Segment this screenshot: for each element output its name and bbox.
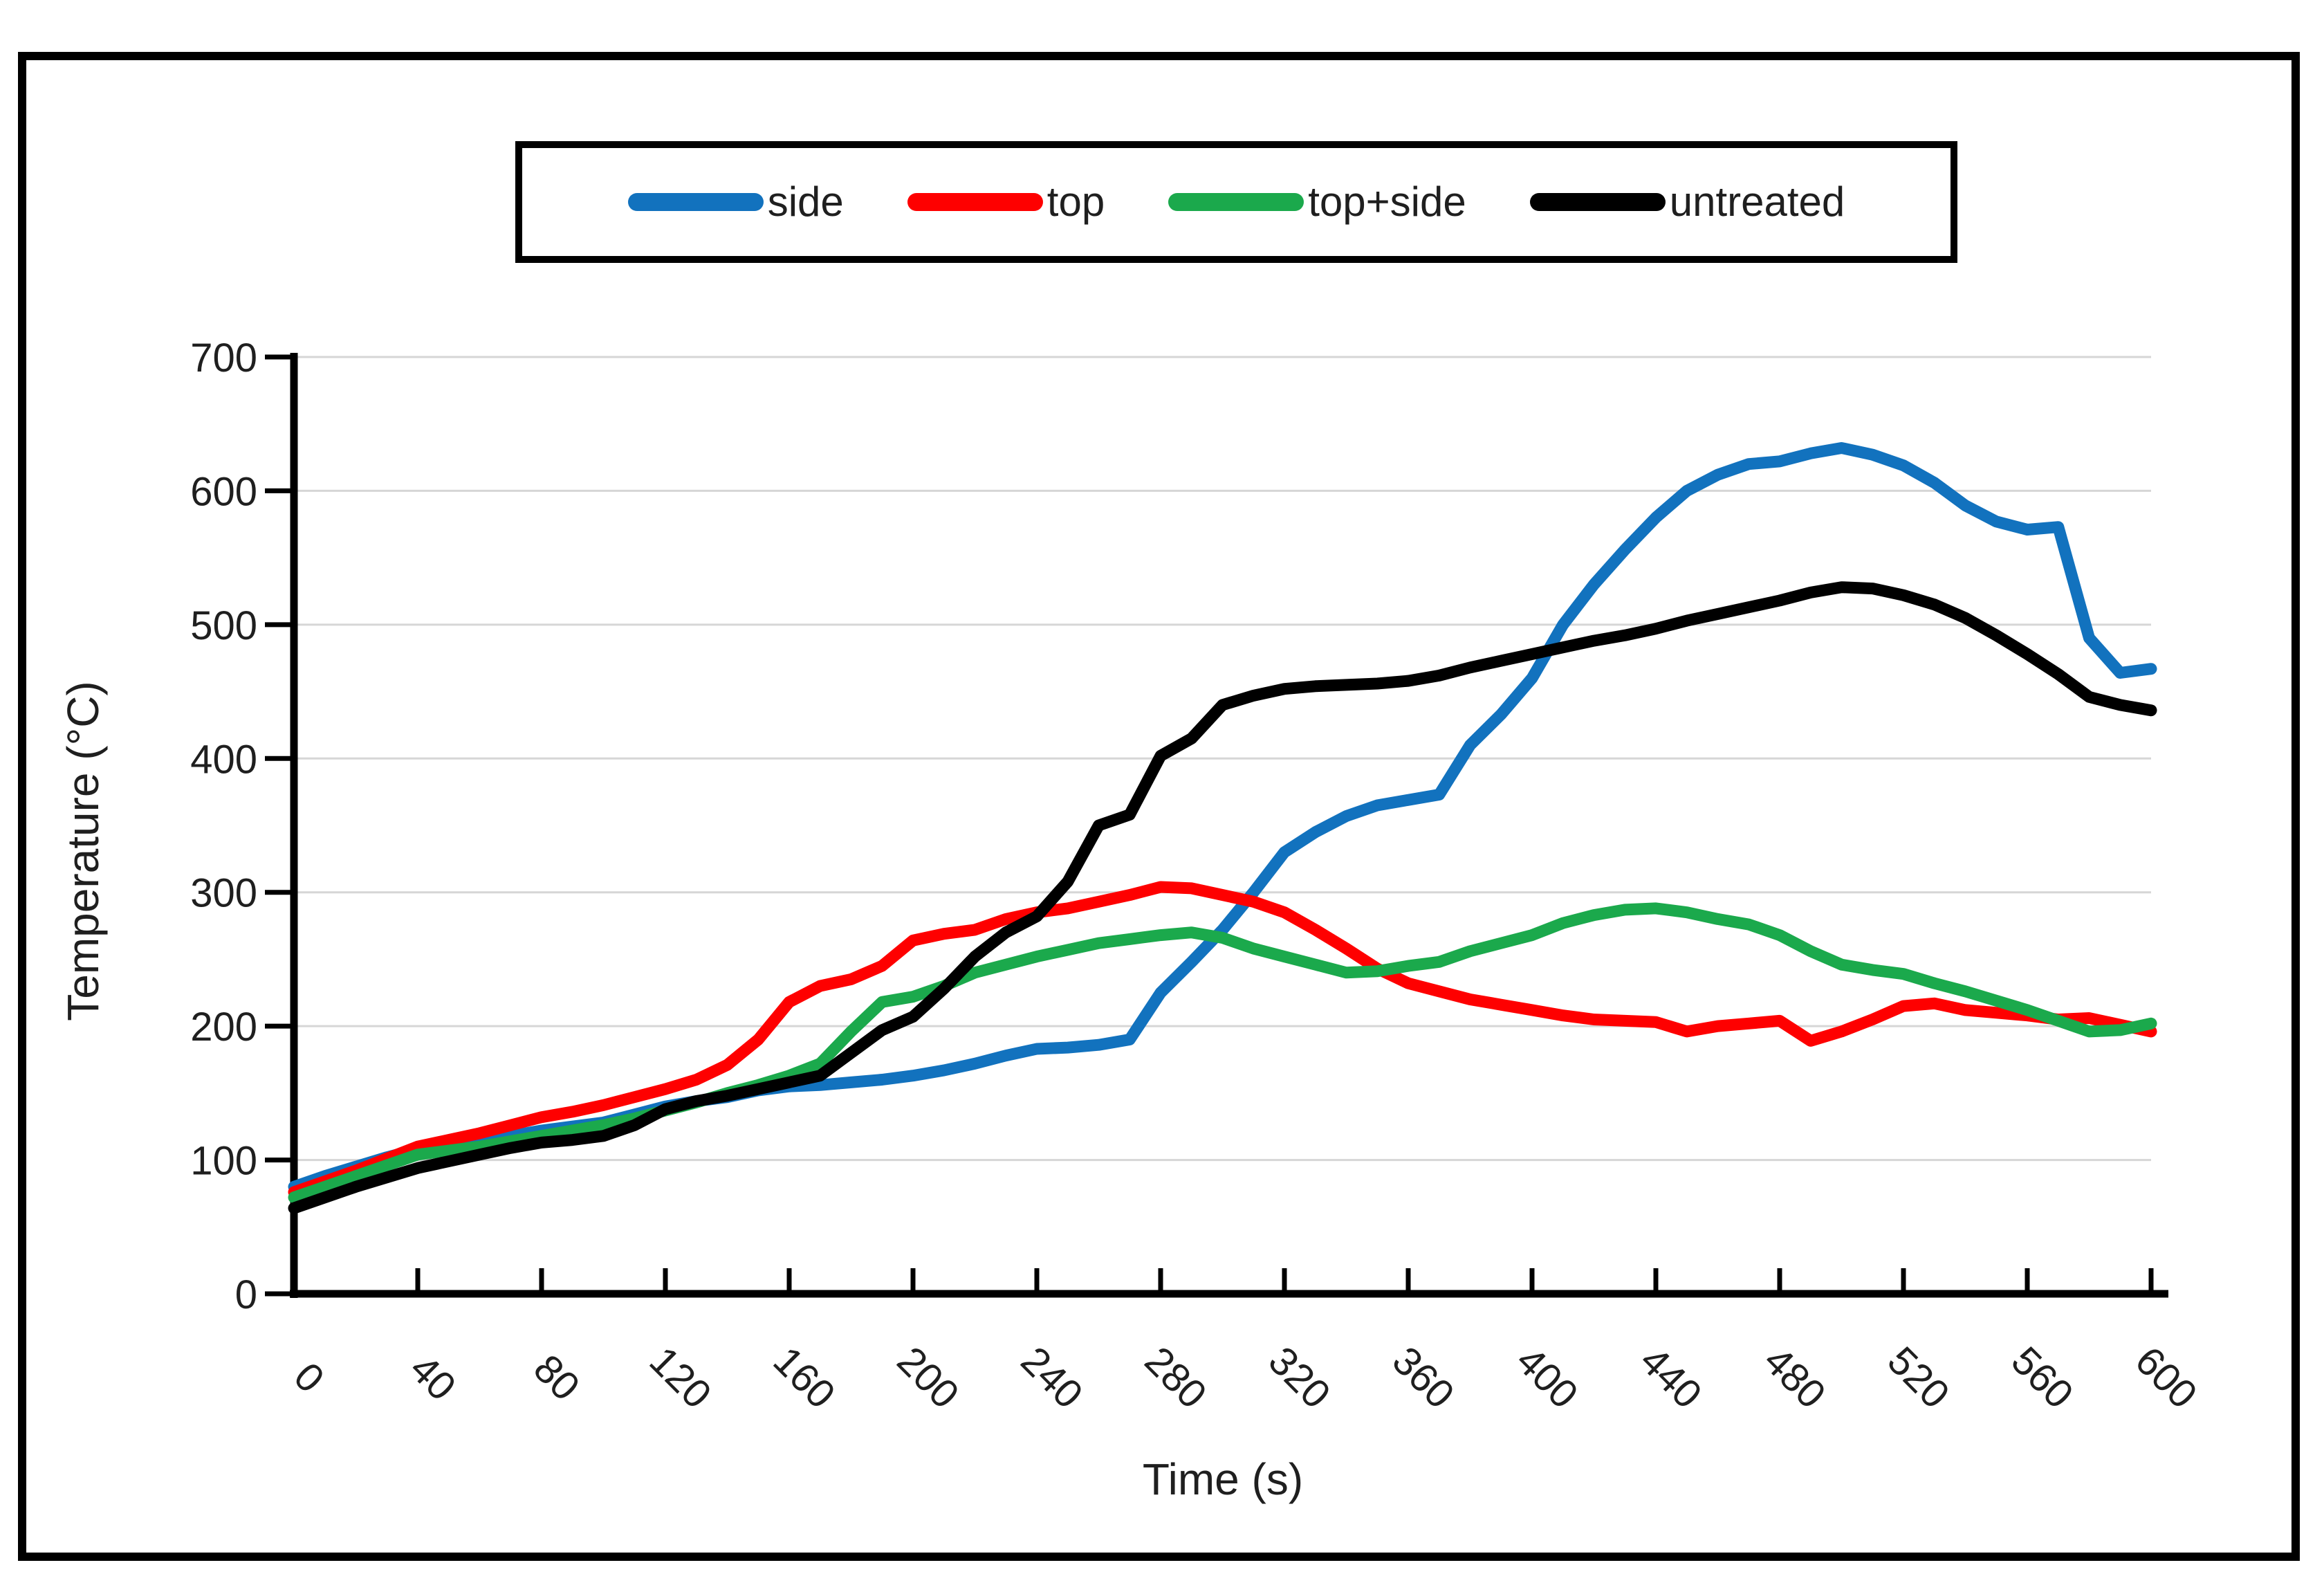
x-tick-label-400: 400 bbox=[1508, 1338, 1587, 1417]
x-tick-label-320: 320 bbox=[1260, 1338, 1339, 1417]
x-tick-label-120: 120 bbox=[641, 1338, 720, 1417]
legend-swatch-top-side bbox=[1168, 193, 1304, 211]
x-tick-label-440: 440 bbox=[1632, 1338, 1710, 1417]
legend: side top top+side untreated bbox=[515, 141, 1957, 263]
x-tick-label-80: 80 bbox=[525, 1346, 589, 1409]
x-tick-label-200: 200 bbox=[889, 1338, 968, 1417]
legend-item-untreated: untreated bbox=[1529, 179, 1845, 225]
x-tick-label-160: 160 bbox=[765, 1338, 844, 1417]
x-tick-label-40: 40 bbox=[401, 1346, 465, 1409]
legend-swatch-untreated bbox=[1529, 193, 1666, 211]
legend-item-top: top bbox=[907, 181, 1105, 223]
x-tick-label-280: 280 bbox=[1136, 1338, 1215, 1417]
x-tick-label-360: 360 bbox=[1384, 1338, 1463, 1417]
legend-label-top-side: top+side bbox=[1308, 179, 1466, 225]
legend-item-top-side: top+side bbox=[1168, 181, 1466, 223]
x-tick-label-0: 0 bbox=[285, 1354, 333, 1402]
y-tick-label-100: 100 bbox=[190, 1139, 257, 1184]
y-tick-label-200: 200 bbox=[190, 1005, 257, 1050]
y-tick-label-700: 700 bbox=[190, 336, 257, 381]
y-tick-label-300: 300 bbox=[190, 871, 257, 916]
x-tick-label-240: 240 bbox=[1013, 1338, 1091, 1417]
legend-label-top: top bbox=[1046, 179, 1105, 225]
series-line-top+side bbox=[288, 902, 2157, 1204]
x-axis-tick-labels: 0 40 80 120 160 200 240 280 320 360 400 440 480 520 56… bbox=[285, 1338, 2206, 1417]
y-tick-label-400: 400 bbox=[190, 737, 257, 782]
x-tick-label-480: 480 bbox=[1755, 1338, 1834, 1417]
x-tick-label-520: 520 bbox=[1879, 1338, 1958, 1417]
series-line-top bbox=[288, 881, 2157, 1198]
gridlines bbox=[294, 356, 2151, 1162]
legend-swatch-top bbox=[907, 193, 1043, 211]
legend-item-side: side bbox=[627, 179, 844, 225]
axis-ticks bbox=[265, 354, 2154, 1297]
legend-label-untreated: untreated bbox=[1669, 179, 1845, 225]
series-line-side bbox=[288, 442, 2157, 1193]
x-tick-label-600: 600 bbox=[2127, 1338, 2206, 1417]
x-tick-label-560: 560 bbox=[2003, 1338, 2082, 1417]
y-axis-tick-labels: 0 100 200 300 400 500 600 700 bbox=[190, 336, 257, 1317]
y-tick-label-500: 500 bbox=[190, 603, 257, 648]
chart-outer-border bbox=[18, 52, 2300, 1561]
series-lines bbox=[288, 442, 2157, 1214]
y-axis-title: Temperature (°C) bbox=[58, 681, 108, 1021]
series-line-untreated bbox=[288, 581, 2157, 1214]
y-tick-label-0: 0 bbox=[235, 1272, 257, 1317]
legend-label-side: side bbox=[767, 179, 844, 225]
y-tick-label-600: 600 bbox=[190, 469, 257, 514]
x-axis-title: Time (s) bbox=[1143, 1454, 1303, 1504]
legend-swatch-side bbox=[627, 193, 764, 211]
